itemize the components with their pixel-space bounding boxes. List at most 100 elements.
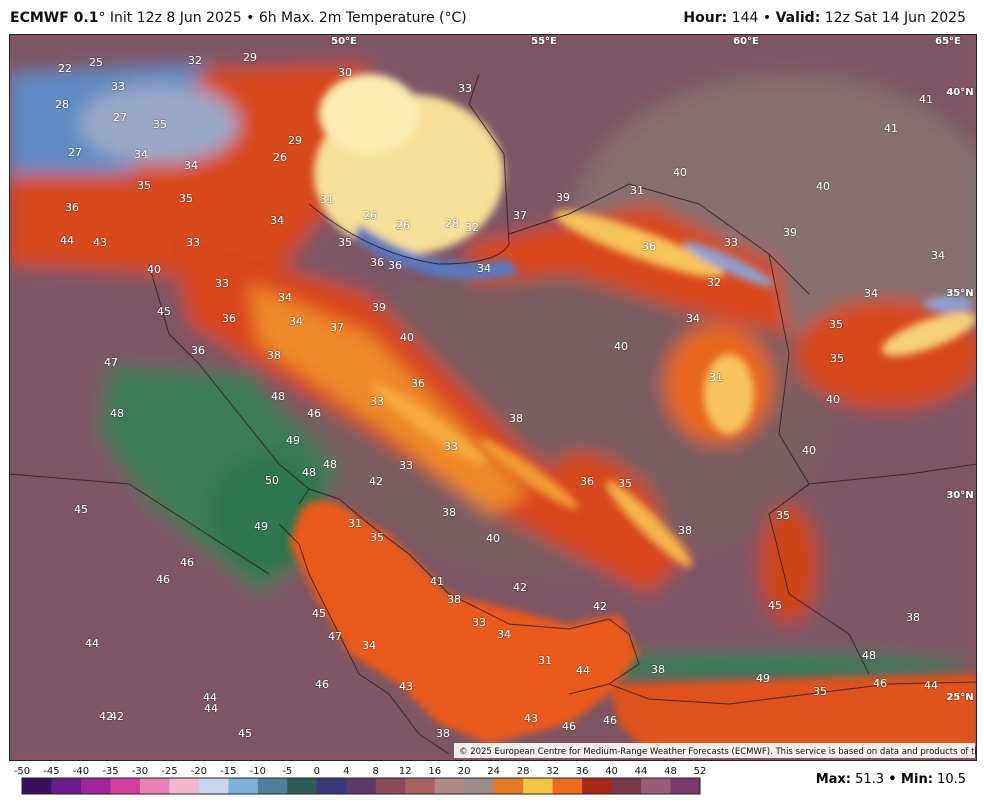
temperature-label: 33 xyxy=(472,616,486,629)
min: 10.5 xyxy=(937,772,966,787)
colorbar-frame xyxy=(21,777,701,795)
lon-label: 55°E xyxy=(531,36,557,47)
temperature-label: 44 xyxy=(924,679,938,692)
colorbar-tick: 4 xyxy=(343,766,349,777)
colorbar-tick: -50 xyxy=(14,766,30,777)
max: 51.3 xyxy=(855,772,885,787)
temperature-label: 25 xyxy=(89,56,103,69)
temperature-label: 34 xyxy=(270,214,284,227)
temperature-label: 45 xyxy=(312,607,326,620)
fine-field xyxy=(289,74,977,754)
temperature-label: 46 xyxy=(562,720,576,733)
temperature-label: 43 xyxy=(524,712,538,725)
model: ECMWF 0.1 xyxy=(10,10,99,26)
temperature-labels: 50°E 55°E 60°E 65°E 40°N 35°N 30°N 25°N 22 25 32 29… xyxy=(55,36,974,740)
temperature-label: 26 xyxy=(363,209,377,222)
colorbar-tick: 8 xyxy=(373,766,379,777)
temperature-label: 44 xyxy=(204,702,218,715)
max-label: Max: xyxy=(815,772,851,787)
temperature-label: 34 xyxy=(184,159,198,172)
temperature-label: 42 xyxy=(369,475,383,488)
temperature-label: 31 xyxy=(538,654,552,667)
temperature-label: 32 xyxy=(707,276,721,289)
temperature-label: 37 xyxy=(513,209,527,222)
temperature-label: 45 xyxy=(157,305,171,318)
temperature-label: 34 xyxy=(289,315,303,328)
colorbar-cell xyxy=(198,778,229,794)
temperature-label: 31 xyxy=(348,517,362,530)
colorbar-tick: -20 xyxy=(191,766,207,777)
temperature-label: 45 xyxy=(768,599,782,612)
temperature-label: 48 xyxy=(323,458,337,471)
colorbar-cell xyxy=(51,778,82,794)
temperature-label: 35 xyxy=(829,318,843,331)
temperature-label: 41 xyxy=(884,122,898,135)
temperature-label: 46 xyxy=(180,556,194,569)
temperature-label: 40 xyxy=(614,340,628,353)
credit: © 2025 European Centre for Medium-Range … xyxy=(459,747,977,757)
temperature-label: 27 xyxy=(113,111,127,124)
temperature-label: 35 xyxy=(370,531,384,544)
temperature-label: 40 xyxy=(802,444,816,457)
temperature-label: 40 xyxy=(826,393,840,406)
colorbar-cell xyxy=(169,778,200,794)
temperature-label: 38 xyxy=(442,506,456,519)
colorbar-cell xyxy=(641,778,672,794)
temperature-label: 46 xyxy=(603,714,617,727)
lon-label: 50°E xyxy=(331,36,357,47)
coastlines xyxy=(9,73,977,755)
credit-box xyxy=(454,743,975,758)
temperature-label: 36 xyxy=(370,256,384,269)
map: 50°E 55°E 60°E 65°E 40°N 35°N 30°N 25°N 22 25 32 29… xyxy=(9,34,977,761)
lat-label: 35°N xyxy=(946,288,973,299)
temperature-label: 48 xyxy=(110,407,124,420)
temperature-label: 43 xyxy=(93,236,107,249)
colorbar-cell xyxy=(287,778,318,794)
colorbar-tick: 44 xyxy=(635,766,648,777)
temperature-label: 38 xyxy=(436,727,450,740)
temperature-label: 45 xyxy=(238,727,252,740)
temperature-label: 40 xyxy=(486,532,500,545)
colorbar-cell xyxy=(552,778,583,794)
temperature-label: 42 xyxy=(593,600,607,613)
temperature-label: 28 xyxy=(55,98,69,111)
temperature-label: 34 xyxy=(134,148,148,161)
temperature-label: 38 xyxy=(267,349,281,362)
lon-label: 60°E xyxy=(733,36,759,47)
temperature-label: 35 xyxy=(179,192,193,205)
colorbar-tick: 12 xyxy=(399,766,412,777)
temperature-label: 36 xyxy=(642,240,656,253)
colorbar-tick: -10 xyxy=(250,766,266,777)
temperature-label: 39 xyxy=(783,226,797,239)
colorbar-cell xyxy=(22,778,52,794)
temperature-label: 36 xyxy=(388,259,402,272)
temperature-label: 34 xyxy=(864,287,878,300)
colorbar-cell xyxy=(257,778,288,794)
colorbar-tick: 48 xyxy=(664,766,677,777)
temperature-label: 44 xyxy=(576,664,590,677)
temperature-label: 33 xyxy=(186,236,200,249)
temperature-label: 49 xyxy=(254,520,268,533)
temperature-label: 44 xyxy=(60,234,74,247)
subtitle: ° Init 12z 8 Jun 2025 • 6h Max. 2m Tempe… xyxy=(98,10,467,26)
temperature-label: 36 xyxy=(222,312,236,325)
lat-label: 25°N xyxy=(946,692,973,703)
temperature-label: 43 xyxy=(399,680,413,693)
temperature-label: 38 xyxy=(509,412,523,425)
temperature-label: 31 xyxy=(630,184,644,197)
temperature-label: 34 xyxy=(931,249,945,262)
colorbar-cell xyxy=(375,778,406,794)
temperature-label: 33 xyxy=(111,80,125,93)
temperature-label: 49 xyxy=(756,672,770,685)
lon-label: 65°E xyxy=(935,36,961,47)
temperature-label: 35 xyxy=(137,179,151,192)
temperature-label: 33 xyxy=(458,82,472,95)
colorbar-tick: -5 xyxy=(282,766,292,777)
temperature-label: 47 xyxy=(104,356,118,369)
temperature-label: 29 xyxy=(243,51,257,64)
colorbar-cell xyxy=(405,778,436,794)
temperature-label: 46 xyxy=(873,677,887,690)
colorbar-tick: 0 xyxy=(314,766,320,777)
colorbar-tick: -25 xyxy=(161,766,177,777)
